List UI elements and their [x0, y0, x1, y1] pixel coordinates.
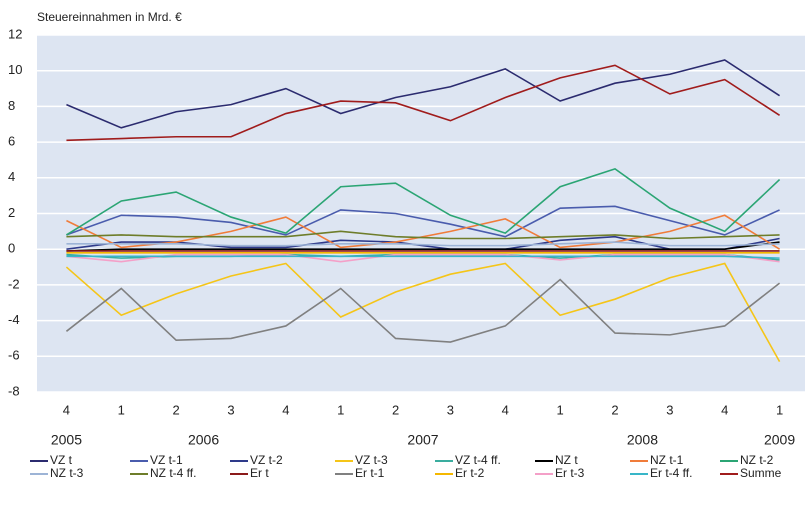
x-tick-label: 1 — [776, 402, 783, 417]
legend-label: NZ t-4 ff. — [150, 466, 196, 480]
legend-label: NZ t-1 — [650, 453, 684, 467]
series-line — [66, 167, 781, 236]
y-tick-label: -4 — [8, 312, 20, 327]
x-tick-label: 4 — [63, 402, 70, 417]
year-label: 2009 — [764, 432, 795, 448]
legend-label: Er t-1 — [355, 466, 385, 480]
year-label: 2008 — [627, 432, 658, 448]
year-label: 2006 — [188, 432, 219, 448]
series-line — [65, 262, 781, 363]
series-line — [66, 59, 781, 129]
legend-label: Summe — [740, 466, 782, 480]
series-line — [66, 230, 780, 240]
x-tick-label: 3 — [227, 402, 234, 417]
series-line — [65, 278, 781, 343]
series-line — [66, 235, 780, 250]
series-line — [66, 241, 780, 247]
legend-label: VZ t-2 — [250, 453, 283, 467]
x-tick-label: 3 — [447, 402, 454, 417]
series-line — [66, 64, 781, 142]
series-line — [66, 205, 780, 238]
y-tick-label: 8 — [8, 98, 15, 113]
x-tick-label: 2 — [173, 402, 180, 417]
legend-label: VZ t — [50, 453, 73, 467]
x-tick-label: 2 — [611, 402, 618, 417]
series-line — [66, 253, 780, 263]
legend-label: VZ t-3 — [355, 453, 388, 467]
series-line — [66, 255, 780, 259]
x-tick-label: 4 — [282, 402, 289, 417]
x-tick-label: 4 — [721, 402, 728, 417]
y-axis-label: Steuereinnahmen in Mrd. € — [37, 10, 182, 24]
legend-label: Er t-4 ff. — [650, 466, 692, 480]
legend-label: VZ t-4 ff. — [455, 453, 501, 467]
y-tick-label: 10 — [8, 62, 22, 77]
legend-label: NZ t-2 — [740, 453, 774, 467]
legend-label: Er t-2 — [455, 466, 485, 480]
year-label: 2007 — [407, 432, 438, 448]
legend-label: NZ t-3 — [50, 466, 84, 480]
y-tick-label: -6 — [8, 348, 20, 363]
legend-label: VZ t-1 — [150, 453, 183, 467]
y-tick-label: 12 — [8, 26, 22, 41]
year-label: 2005 — [51, 432, 82, 448]
y-tick-label: -2 — [8, 276, 20, 291]
y-tick-label: 4 — [8, 169, 15, 184]
legend-label: NZ t — [555, 453, 578, 467]
legend-label: Er t-3 — [555, 466, 585, 480]
x-tick-label: 1 — [557, 402, 564, 417]
x-tick-label: 2 — [392, 402, 399, 417]
series-line — [66, 241, 780, 252]
x-tick-label: 3 — [666, 402, 673, 417]
legend-label: Er t — [250, 466, 269, 480]
y-tick-label: 2 — [8, 205, 15, 220]
series-line — [66, 214, 780, 250]
y-tick-label: -8 — [8, 383, 20, 398]
y-tick-label: 0 — [8, 241, 15, 256]
x-tick-label: 4 — [502, 402, 509, 417]
y-tick-label: 6 — [8, 134, 15, 149]
x-tick-label: 1 — [118, 402, 125, 417]
x-tick-label: 1 — [337, 402, 344, 417]
